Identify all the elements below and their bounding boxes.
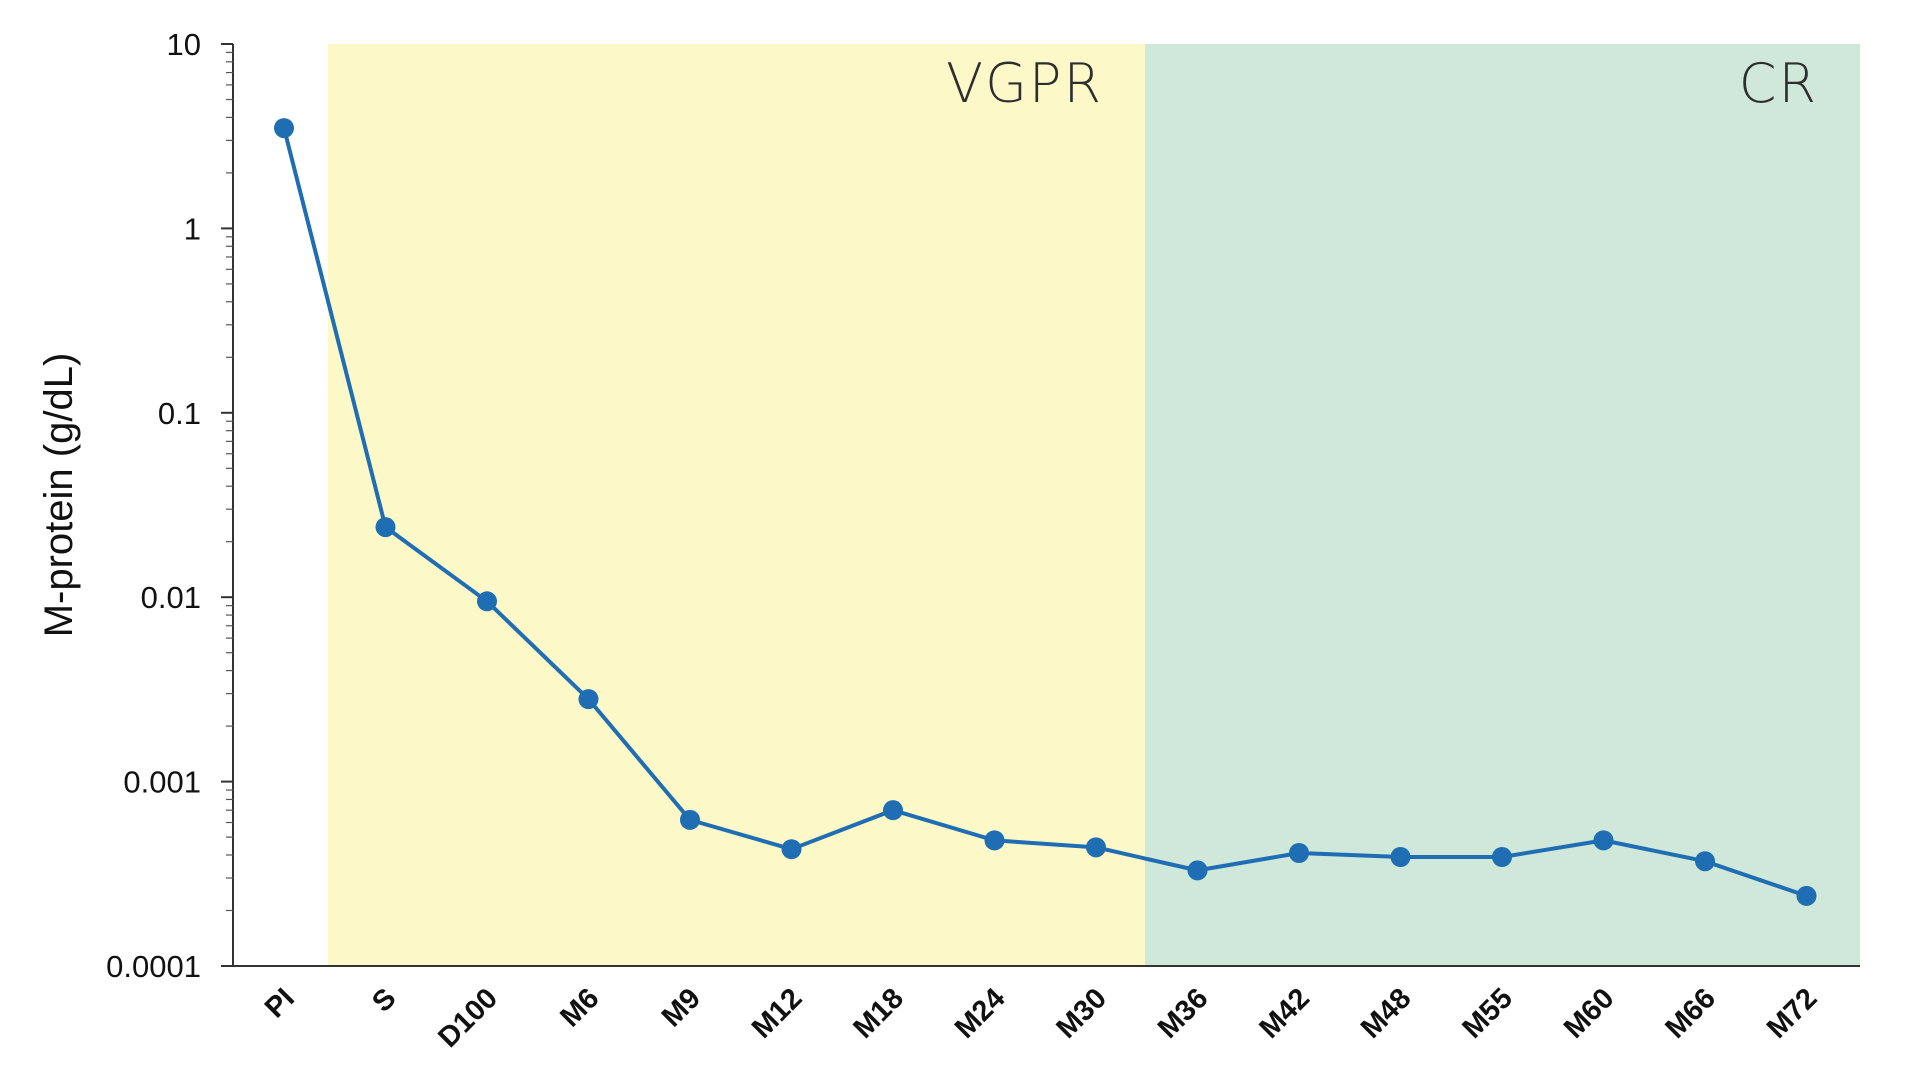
axes-layer <box>221 43 1860 967</box>
data-point-d100 <box>477 591 497 612</box>
region-vgpr-label: VGPR <box>946 52 1103 115</box>
x-tick-label-m60: M60 <box>1558 982 1621 1045</box>
data-point-m48 <box>1390 847 1411 868</box>
x-tick-label-m6: M6 <box>554 982 605 1033</box>
x-tick-label-m12: M12 <box>746 982 809 1045</box>
x-tick-label-m66: M66 <box>1659 982 1722 1045</box>
x-tick-label-d100: D100 <box>432 982 504 1054</box>
region-cr-band <box>1145 44 1860 966</box>
x-tick-label-m9: M9 <box>656 982 707 1033</box>
data-point-m72 <box>1796 885 1817 906</box>
y-tick-label: 1 <box>184 211 201 246</box>
x-tick-label-m72: M72 <box>1761 982 1824 1045</box>
x-tick-label-m24: M24 <box>949 982 1012 1045</box>
region-vgpr-band <box>328 44 1145 966</box>
y-axis-title: M-protein (g/dL) <box>37 353 81 638</box>
data-point-m24 <box>984 830 1005 851</box>
x-tick-label-pi: PI <box>259 982 301 1024</box>
y-tick-label: 10 <box>167 27 201 62</box>
y-tick-label: 0.01 <box>141 580 201 615</box>
x-tick-label-m36: M36 <box>1152 982 1215 1045</box>
x-tick-label-s: S <box>366 982 402 1018</box>
data-point-m9 <box>680 809 700 830</box>
data-point-pi <box>274 118 294 139</box>
data-point-m36 <box>1187 860 1208 881</box>
data-point-m66 <box>1695 851 1715 872</box>
data-point-m6 <box>578 689 599 710</box>
series-line <box>282 127 1808 898</box>
data-point-m55 <box>1492 847 1512 868</box>
data-point-m12 <box>781 839 802 860</box>
x-tick-label-m30: M30 <box>1050 982 1113 1045</box>
region-cr-label: CR <box>1739 52 1818 115</box>
data-point-m42 <box>1289 843 1309 864</box>
regions-layer <box>328 44 1860 966</box>
y-tick-label: 0.0001 <box>106 949 201 984</box>
data-point-m60 <box>1593 830 1614 851</box>
data-point-m30 <box>1086 837 1106 858</box>
x-tick-label-m48: M48 <box>1355 982 1418 1045</box>
data-point-s <box>375 517 396 538</box>
x-tick-label-m55: M55 <box>1456 982 1519 1045</box>
data-point-m18 <box>883 800 903 821</box>
y-tick-label: 0.001 <box>123 765 201 800</box>
x-tick-label-m18: M18 <box>847 982 910 1045</box>
series-layer <box>274 118 1817 906</box>
x-tick-label-m42: M42 <box>1253 982 1316 1045</box>
y-tick-label: 0.1 <box>158 396 201 431</box>
